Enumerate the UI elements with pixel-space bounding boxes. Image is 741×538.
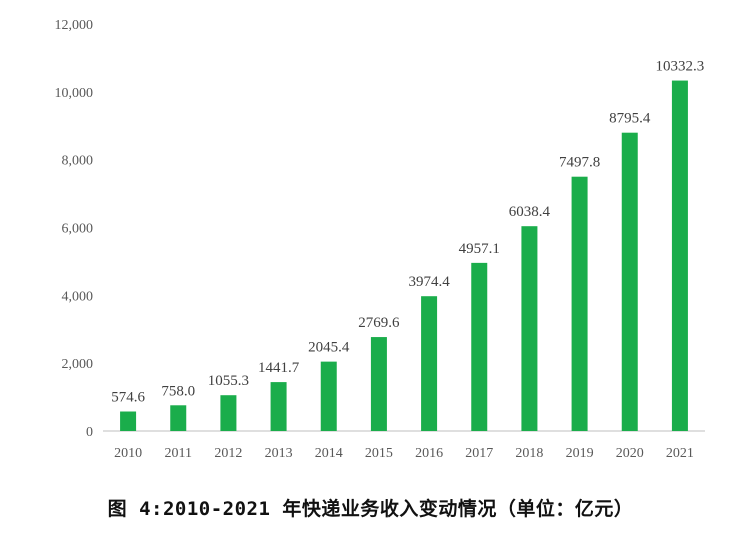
data-label: 6038.4 <box>509 204 551 220</box>
bar <box>471 262 488 431</box>
x-tick-label: 2016 <box>415 446 443 461</box>
data-label: 2045.4 <box>308 340 350 356</box>
bar <box>170 405 187 431</box>
y-tick-label: 2,000 <box>62 357 94 372</box>
bar <box>421 296 438 431</box>
data-label: 1055.3 <box>208 373 249 389</box>
bar <box>370 337 387 431</box>
chart-caption: 图 4:2010-2021 年快递业务收入变动情况（单位：亿元） <box>107 498 634 520</box>
data-label: 1441.7 <box>258 360 300 376</box>
x-tick-label: 2012 <box>214 446 242 461</box>
bar <box>521 226 538 431</box>
y-tick-label: 4,000 <box>62 289 94 304</box>
y-tick-label: 10,000 <box>55 86 94 101</box>
bar <box>120 411 137 431</box>
bar <box>220 395 237 431</box>
x-tick-label: 2015 <box>365 446 393 461</box>
bar <box>671 80 688 431</box>
bar <box>621 132 638 432</box>
data-label: 2769.6 <box>358 315 400 331</box>
bar <box>571 176 588 431</box>
x-tick-label: 2019 <box>566 446 594 461</box>
x-tick-label: 2021 <box>666 446 694 461</box>
x-tick-label: 2020 <box>616 446 644 461</box>
data-label: 10332.3 <box>656 59 705 75</box>
x-tick-label: 2013 <box>265 446 293 461</box>
data-label: 574.6 <box>111 390 145 406</box>
data-label: 3974.4 <box>408 274 450 290</box>
bar <box>270 382 287 431</box>
data-label: 758.0 <box>161 383 195 399</box>
x-tick-label: 2018 <box>515 446 543 461</box>
x-tick-label: 2017 <box>465 446 493 461</box>
y-tick-label: 0 <box>86 425 93 440</box>
data-label: 7497.8 <box>559 155 600 171</box>
x-tick-label: 2010 <box>114 446 142 461</box>
y-tick-label: 12,000 <box>55 18 94 33</box>
bar-chart: 0 2,000 4,000 6,000 8,000 10,000 12,000 574.6 20… <box>55 18 705 461</box>
y-tick-label: 6,000 <box>62 222 94 237</box>
y-tick-label: 8,000 <box>62 154 94 169</box>
data-label: 8795.4 <box>609 111 651 127</box>
x-tick-label: 2011 <box>165 446 192 461</box>
bar <box>320 361 337 431</box>
x-tick-label: 2014 <box>315 446 343 461</box>
data-label: 4957.1 <box>459 241 500 257</box>
